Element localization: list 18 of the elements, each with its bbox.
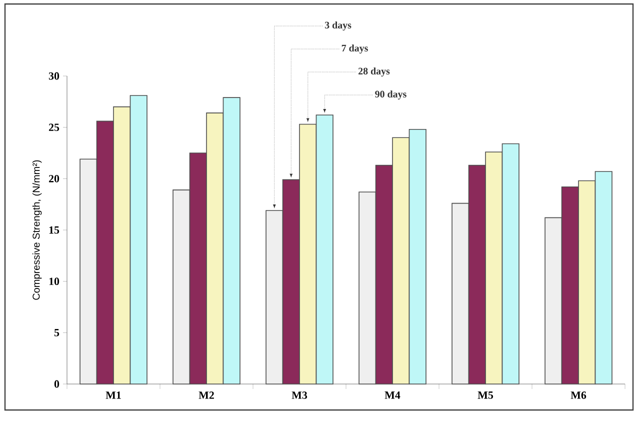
- y-tick-label: 30: [48, 72, 60, 80]
- y-tick-label: 10: [49, 278, 60, 286]
- x-tick-label: M2: [198, 392, 214, 399]
- x-tick-label: M5: [478, 392, 494, 399]
- x-tick-label: M6: [570, 392, 586, 399]
- text: 90 days: [375, 90, 406, 100]
- x-tick-label: M4: [384, 392, 400, 399]
- text: 7 days: [342, 44, 368, 54]
- y-tick-label: 0: [54, 380, 60, 388]
- y-axis-title: Compressive Strength, (N/mm²): [32, 160, 42, 300]
- text: 3 days: [324, 21, 352, 31]
- y-tick-label: 15: [49, 226, 60, 234]
- y-tick-label: 25: [48, 124, 60, 132]
- text: 28 days: [358, 67, 390, 77]
- y-tick-label: 5: [54, 329, 60, 336]
- x-tick-label: M3: [292, 392, 308, 399]
- x-tick-label: M1: [106, 392, 121, 399]
- y-tick-label: 20: [48, 174, 60, 182]
